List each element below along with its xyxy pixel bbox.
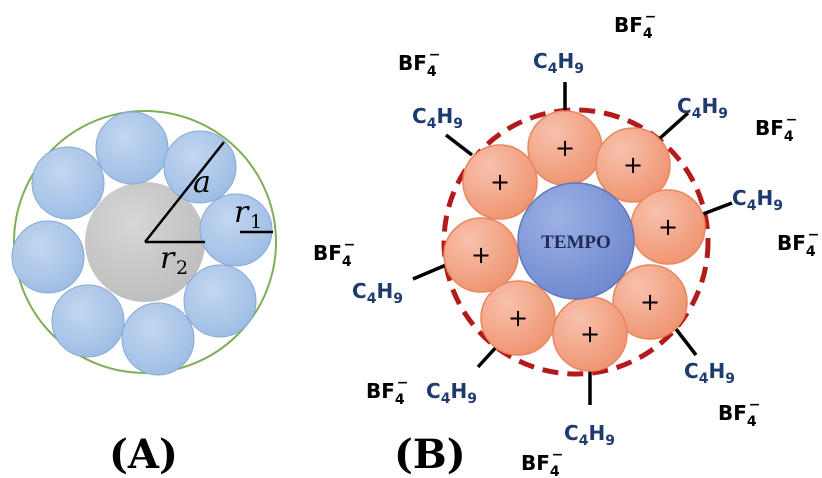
symbol-a: a (193, 165, 211, 200)
alkyl-chain-line (444, 133, 474, 157)
symbol-r1-subscript: 1 (250, 211, 262, 233)
butyl-chain-label: C4H9 (533, 49, 584, 77)
tetrafluoroborate-anion-label: BF4− (777, 227, 819, 260)
cation-sphere (480, 280, 556, 356)
tetrafluoroborate-anion-label: BF4− (366, 375, 408, 408)
blue-sphere (51, 284, 125, 358)
dashed-boundary-ring (441, 107, 711, 377)
cation-sphere (443, 217, 519, 293)
panel-a-label: (A) (109, 431, 178, 478)
cation-sphere (612, 264, 688, 340)
cation-plus-sign: + (471, 241, 491, 269)
cation-plus-sign: + (508, 304, 528, 332)
cation-plus-sign: + (490, 168, 510, 196)
symbol-r1: r (234, 195, 250, 230)
blue-sphere (31, 146, 105, 220)
cation-plus-sign: + (623, 151, 643, 179)
alkyl-chain-line (674, 327, 698, 357)
blue-sphere (11, 220, 85, 294)
tetrafluoroborate-anion-label: BF4− (313, 237, 355, 270)
blue-sphere (183, 264, 257, 338)
blue-sphere (121, 302, 195, 376)
cation-plus-sign: + (555, 134, 575, 162)
butyl-chain-label: C4H9 (677, 94, 728, 122)
cation-sphere (462, 144, 538, 220)
butyl-chain-label: C4H9 (412, 104, 463, 132)
tetrafluoroborate-anion-label: BF4− (398, 47, 440, 80)
butyl-chain-label: C4H9 (564, 421, 615, 449)
butyl-chain-label: C4H9 (426, 379, 477, 407)
cation-sphere (595, 127, 671, 203)
cation-plus-sign: + (580, 320, 600, 348)
alkyl-chain-lines (412, 82, 733, 405)
panel-a: a r 2 r 1 (A) (11, 110, 277, 478)
alkyl-chain-line (476, 343, 500, 369)
blue-sphere (199, 193, 273, 267)
cation-spheres: + + + + + + + + (443, 110, 706, 372)
anion-labels: BF4− BF4− BF4− BF4− BF4− BF4− BF4− BF4− (313, 9, 819, 478)
tetrafluoroborate-anion-label: BF4− (718, 397, 760, 430)
symbol-r2-subscript: 2 (176, 257, 188, 279)
alkyl-chain-line (702, 201, 733, 216)
alkyl-chain-labels: C4H9 C4H9 C4H9 C4H9 C4H9 C4H9 C4H9 C4H9 (352, 49, 783, 449)
tetrafluoroborate-anion-label: BF4− (521, 447, 563, 478)
butyl-chain-label: C4H9 (352, 279, 403, 307)
tetrafluoroborate-anion-label: BF4− (755, 112, 797, 145)
cation-plus-sign: + (658, 213, 678, 241)
alkyl-chain-line (412, 263, 447, 281)
radius-a-line (144, 141, 225, 243)
butyl-chain-label: C4H9 (684, 359, 735, 387)
blue-sphere (95, 111, 169, 185)
panel-b-label: (B) (394, 431, 466, 478)
tetrafluoroborate-anion-label: BF4− (614, 9, 656, 42)
tempo-label: TEMPO (541, 232, 611, 253)
symbol-r2: r (160, 241, 176, 276)
cation-plus-sign: + (640, 288, 660, 316)
panel-b: ++++++++ TEMPO C4H9C4H9C4H9C4H9C4H9C4H9C… (313, 9, 819, 478)
butyl-chain-label: C4H9 (732, 186, 783, 214)
tempo-core (517, 182, 635, 300)
alkyl-chain-line (656, 111, 690, 142)
